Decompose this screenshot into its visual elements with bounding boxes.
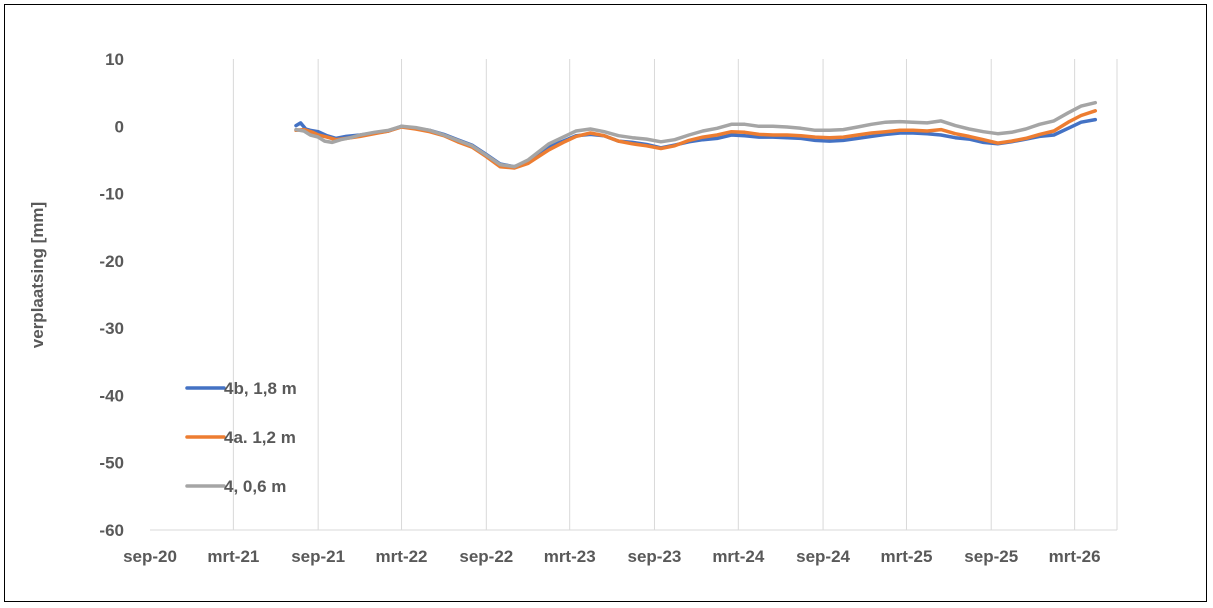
displacement-chart: 10 0 -10 -20 -30 -40 -50 -60 sep-20 mrt-21 sep-21…	[28, 50, 1118, 566]
legend-label: 4b, 1,8 m	[224, 379, 297, 398]
chart-frame: 10 0 -10 -20 -30 -40 -50 -60 sep-20 mrt-21 sep-21…	[4, 4, 1207, 602]
x-tick-label: sep-21	[291, 547, 345, 566]
x-tick-label: sep-22	[459, 547, 513, 566]
y-tick-label: -40	[99, 386, 124, 405]
series-line-2	[294, 109, 1098, 170]
x-tick-label: mrt-24	[712, 547, 765, 566]
x-tick-label: mrt-21	[207, 547, 259, 566]
y-tick-label: -10	[99, 185, 124, 204]
x-tick-label: sep-23	[628, 547, 682, 566]
x-tick-label: mrt-23	[544, 547, 596, 566]
y-tick-label: -60	[99, 521, 124, 540]
y-tick-label: 10	[105, 50, 124, 69]
x-tick-label: sep-25	[964, 547, 1018, 566]
x-tick-label: mrt-26	[1049, 547, 1101, 566]
y-axis-label: verplaatsing [mm]	[28, 202, 47, 348]
x-axis-ticks: sep-20 mrt-21 sep-21 mrt-22 sep-22 mrt-23 sep-…	[123, 547, 1101, 566]
x-tick-label: mrt-25	[880, 547, 932, 566]
y-tick-label: -30	[99, 319, 124, 338]
y-tick-label: 0	[115, 117, 124, 136]
series-line-3	[294, 100, 1098, 169]
y-tick-label: -20	[99, 252, 124, 271]
grid-layer	[150, 59, 1118, 531]
y-tick-label: -50	[99, 454, 124, 473]
series-layer	[294, 100, 1098, 170]
legend-label: 4, 0,6 m	[224, 477, 286, 496]
legend-label: 4a. 1,2 m	[224, 428, 296, 447]
y-axis-ticks: 10 0 -10 -20 -30 -40 -50 -60	[99, 50, 124, 540]
x-tick-label: sep-20	[123, 547, 177, 566]
x-tick-label: mrt-22	[376, 547, 428, 566]
x-tick-label: sep-24	[796, 547, 850, 566]
legend: 4b, 1,8 m 4a. 1,2 m 4, 0,6 m	[185, 379, 297, 496]
